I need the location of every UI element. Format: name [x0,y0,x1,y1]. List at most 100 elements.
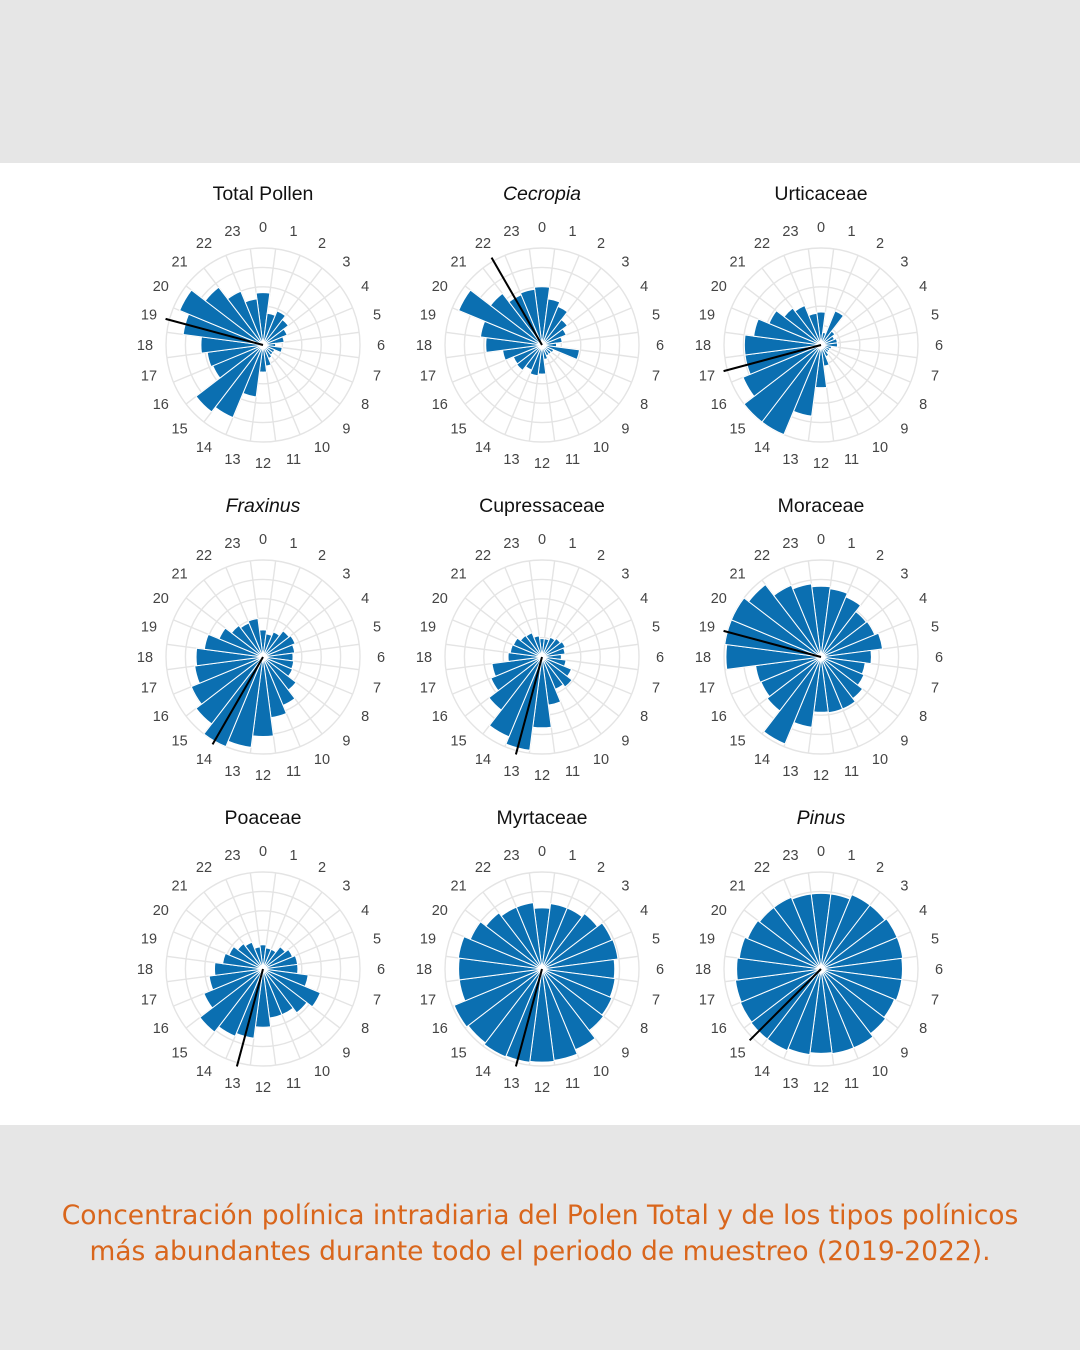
peak-hour-line [723,629,822,658]
hour-label: 4 [361,279,369,295]
hour-label: 4 [640,903,648,919]
bar-hour-7 [820,968,903,1001]
bar-hour-16 [190,656,264,705]
hour-label: 6 [935,962,943,978]
bar-hour-23 [247,617,264,658]
hour-label: 20 [711,279,727,295]
grid-circle [165,247,361,443]
hour-label: 15 [451,733,467,749]
hour-label: 3 [621,255,629,271]
bar-hour-0 [533,286,551,346]
bar-hour-21 [783,307,822,346]
hour-label: 3 [900,879,908,895]
hour-label: 20 [432,591,448,607]
hour-label: 22 [196,548,212,564]
hour-label: 23 [224,224,240,240]
bar-hour-17 [491,656,543,677]
hour-label: 2 [876,860,884,876]
hour-label: 19 [699,620,715,636]
hour-label: 4 [640,279,648,295]
bar-hour-15 [515,344,543,372]
hour-label: 10 [314,440,330,456]
hour-label: 12 [534,1080,550,1096]
hour-label: 19 [141,620,157,636]
hour-label: 18 [137,338,153,354]
bar-hour-15 [743,344,822,423]
hour-label: 17 [420,369,436,385]
bar-hour-21 [230,624,264,658]
grid-spoke [820,344,899,405]
hour-label: 15 [451,421,467,437]
hour-label: 0 [259,532,267,548]
hour-label: 2 [597,860,605,876]
grid-circle [184,266,342,424]
hour-label: 5 [931,620,939,636]
hour-label: 15 [730,1045,746,1061]
hour-label: 1 [568,536,576,552]
bar-hour-20 [228,945,264,970]
hour-label: 10 [314,1064,330,1080]
hour-label: 19 [699,932,715,948]
hour-label: 19 [420,620,436,636]
bar-hour-11 [820,656,844,714]
hour-label: 10 [593,440,609,456]
grid-circle [742,266,900,424]
hour-label: 21 [451,255,467,271]
bar-hour-3 [820,330,836,346]
hour-label: 21 [172,567,188,583]
hour-label: 17 [420,681,436,697]
hour-label: 22 [475,548,491,564]
hour-label: 11 [565,1076,580,1092]
hour-label: 18 [695,962,711,978]
bar-hour-15 [766,656,822,712]
hour-label: 18 [416,962,432,978]
figure-caption: Concentración polínica intradiaria del P… [0,1198,1080,1270]
hour-label: 23 [503,848,519,864]
hour-label: 18 [137,650,153,666]
hour-label: 5 [373,932,381,948]
bar-hour-0 [255,292,271,346]
hour-label: 8 [919,709,927,725]
grid-circle [723,871,919,1067]
bar-hour-18 [736,957,822,981]
grid-circle [444,559,640,755]
bar-hour-3 [541,318,569,346]
hour-label: 1 [847,224,855,240]
hour-label: 7 [373,993,381,1009]
grid-circle [184,890,342,1048]
hour-label: 19 [141,932,157,948]
bar-hour-20 [730,597,822,658]
hour-label: 10 [593,1064,609,1080]
bar-hour-22 [226,290,264,346]
bar-hour-5 [820,936,904,970]
hour-label: 13 [503,764,519,780]
bar-hour-21 [204,286,264,346]
hour-label: 1 [847,536,855,552]
caption-line-2: más abundantes durante todo el periodo d… [89,1236,991,1267]
hour-label: 5 [373,620,381,636]
hour-label: 3 [342,255,350,271]
hour-label: 16 [153,709,169,725]
hour-label: 17 [141,681,157,697]
bar-hour-23 [519,288,543,346]
hour-label: 5 [373,308,381,324]
hour-label: 7 [931,681,939,697]
hour-label: 22 [754,236,770,252]
hour-label: 6 [377,962,385,978]
bar-hour-20 [512,637,543,658]
bar-hour-0 [259,944,267,970]
hour-label: 0 [817,532,825,548]
hour-label: 16 [711,709,727,725]
hour-label: 4 [361,591,369,607]
bar-hour-23 [533,635,543,658]
hour-label: 11 [565,452,580,468]
hour-label: 13 [224,1076,240,1092]
hour-label: 1 [568,224,576,240]
hour-label: 18 [137,962,153,978]
hour-label: 20 [711,903,727,919]
chart-panel: 0 1 2 3 4 5 6 7 8 9 10 11 12 13 14 15 16 17 18 19 20 21 22 23 To… [0,163,1080,1125]
hour-label: 9 [621,421,629,437]
peak-hour-line [514,968,543,1067]
hour-label: 14 [475,1064,491,1080]
hour-label: 3 [621,567,629,583]
